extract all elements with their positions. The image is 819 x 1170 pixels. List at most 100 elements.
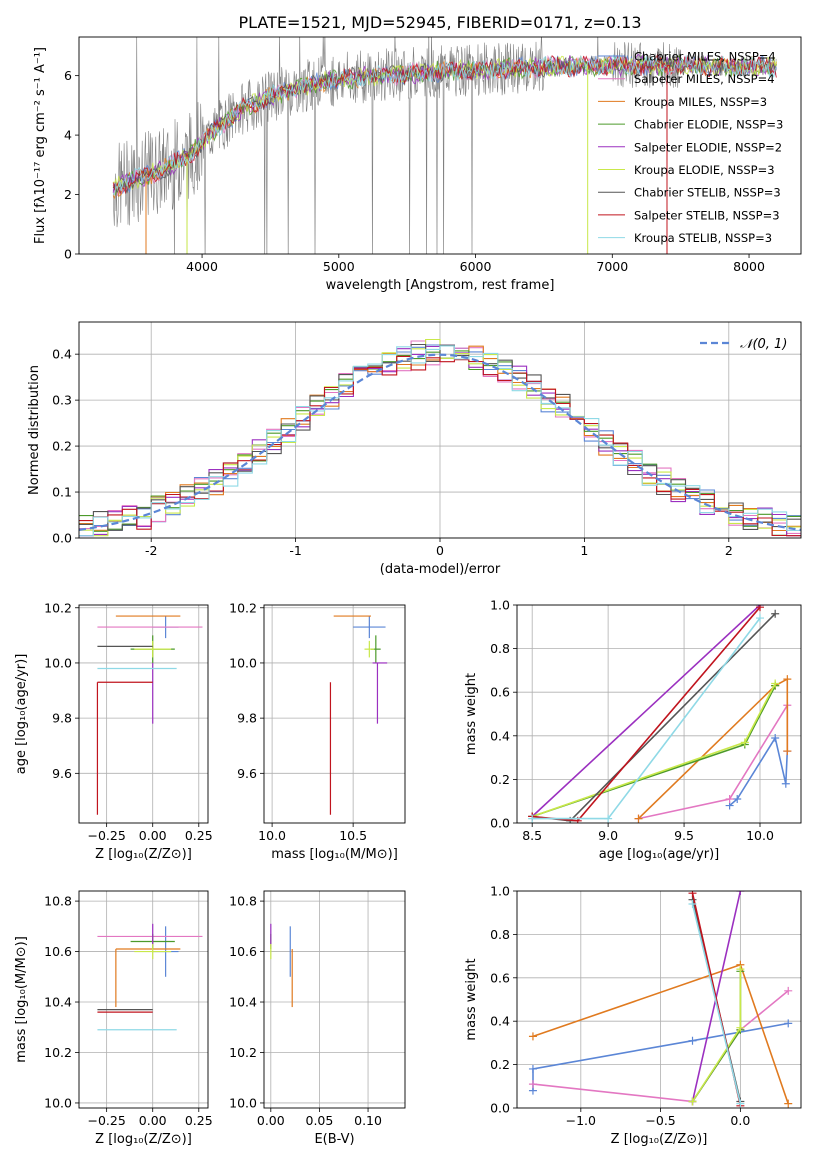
- x-tick-label: 0.0: [730, 1113, 750, 1128]
- y-tick-label: 10.6: [229, 944, 257, 959]
- weight-marker: [528, 814, 537, 823]
- x-axis-label: Z [log₁₀(Z/Z⊙)]: [611, 1132, 708, 1147]
- weight-marker: [755, 614, 764, 623]
- x-tick-label: 10.0: [746, 828, 774, 843]
- y-tick-label: 0.6: [490, 685, 510, 700]
- legend-label: Salpeter ELODIE, NSSP=2: [634, 140, 782, 154]
- histogram-kroupa_stelib: [79, 345, 801, 537]
- x-tick-label: 0.25: [185, 828, 213, 843]
- y-tick-label: 0.4: [490, 1014, 510, 1029]
- y-tick-label: 10.2: [44, 1045, 72, 1060]
- legend-label: Kroupa MILES, NSSP=3: [634, 95, 767, 109]
- x-tick-label: 7000: [596, 259, 628, 274]
- y-tick-label: 1.0: [490, 598, 510, 613]
- errorbar-salpeter_stelib: [96, 681, 153, 815]
- x-tick-label: 0.25: [185, 1113, 213, 1128]
- weight-line-chabrier_stelib: [532, 613, 776, 822]
- errorbar-kroupa_miles: [115, 948, 181, 1008]
- plot-area: [264, 891, 405, 1108]
- y-tick-label: 0.8: [490, 927, 510, 942]
- y-tick-label: 0.8: [490, 641, 510, 656]
- x-tick-label: 8000: [733, 259, 765, 274]
- weight-marker: [755, 605, 764, 612]
- legend-label: Kroupa STELIB, NSSP=3: [634, 231, 772, 245]
- plot-area: [112, 37, 777, 254]
- weight-line-kroupa_elodie: [691, 969, 742, 1102]
- x-tick-label: 10.0: [258, 828, 286, 843]
- x-axis-label: wavelength [Angstrom, rest frame]: [326, 278, 555, 293]
- x-tick-label: 0: [436, 543, 444, 558]
- x-axis-label: Z [log₁₀(Z/Z⊙)]: [95, 1132, 192, 1147]
- plot-area: [79, 322, 801, 538]
- y-tick-label: 0: [64, 247, 72, 262]
- panel-weight_vs_age: 8.5 9.0 9.5 10.0 0.0 0.2 0.4 0.6 0.8 1.0 age [log₁…: [464, 598, 802, 862]
- y-axis-label: mass weight: [464, 958, 479, 1040]
- weight-marker: [736, 965, 745, 974]
- x-tick-label: 0.05: [306, 1113, 334, 1128]
- x-tick-label: 1: [580, 543, 588, 558]
- errorbar-salpeter_elodie: [372, 662, 388, 724]
- weight-marker: [688, 900, 697, 909]
- x-axis-label: mass [log₁₀(M/M⊙)]: [271, 847, 398, 862]
- y-tick-label: 0.4: [490, 728, 510, 743]
- x-axis-label: Z [log₁₀(Z/Z⊙)]: [95, 847, 192, 862]
- y-tick-label: 0.2: [52, 439, 72, 454]
- x-tick-label: 9.5: [674, 828, 694, 843]
- histogram-salpeter_stelib: [79, 355, 801, 537]
- y-tick-label: 0.1: [52, 485, 72, 500]
- plot-area: [79, 605, 208, 823]
- y-tick-label: 2: [64, 187, 72, 202]
- legend-label: Chabrier STELIB, NSSP=3: [634, 186, 781, 200]
- weight-marker: [784, 1019, 793, 1028]
- x-tick-label: 4000: [186, 259, 218, 274]
- weight-line-kroupa_stelib: [691, 903, 742, 1104]
- legend-label: Salpeter MILES, NSSP=4: [634, 72, 775, 86]
- weight-marker: [736, 891, 745, 895]
- weight-line-kroupa_miles: [637, 677, 789, 820]
- legend-label: 𝒩(0, 1): [740, 337, 787, 352]
- weight-marker: [783, 747, 792, 756]
- y-tick-label: 10.4: [44, 995, 72, 1010]
- histogram-chabrier_stelib: [79, 343, 801, 531]
- y-axis-label: Flux [fλ10⁻¹⁷ erg cm⁻² s⁻¹ A⁻¹]: [33, 47, 48, 244]
- panel-mass_vs_ebv: 0.00 0.05 0.10 10.0 10.2 10.4 10.6 10.8 E(B-V): [229, 890, 406, 1147]
- y-axis-label: mass weight: [464, 673, 479, 755]
- errorbar-kroupa_elodie: [364, 640, 375, 658]
- y-tick-label: 0.6: [490, 970, 510, 985]
- x-tick-label: 2: [725, 543, 733, 558]
- y-tick-label: 10.2: [44, 600, 72, 615]
- panel-weight_vs_metallicity: −1.0 −0.5 0.0 0.0 0.2 0.4 0.6 0.8 1.0 Z [log₁₀(Z/…: [464, 884, 802, 1147]
- y-tick-label: 10.6: [44, 944, 72, 959]
- weight-marker: [725, 795, 734, 804]
- plot-area: [79, 891, 208, 1108]
- y-tick-label: 4: [64, 128, 72, 143]
- legend-label: Chabrier MILES, NSSP=4: [634, 50, 776, 64]
- errorbar-chabrier_miles: [353, 616, 386, 639]
- y-tick-label: 10.2: [229, 600, 257, 615]
- x-tick-label: 8.5: [522, 828, 542, 843]
- x-axis-label: (data-model)/error: [380, 562, 501, 577]
- weight-marker: [528, 1064, 537, 1073]
- weight-line-salpeter_stelib: [532, 606, 761, 822]
- x-tick-label: 5000: [323, 259, 355, 274]
- y-tick-label: 0.4: [52, 347, 72, 362]
- y-tick-label: 0.2: [490, 1057, 510, 1072]
- panel-age_vs_metallicity: −0.25 0.00 0.25 9.6 9.8 10.0 10.2 Z [log₁₀(Z/Z⊙…: [14, 600, 213, 862]
- x-tick-label: 0.00: [257, 1113, 285, 1128]
- x-tick-label: -2: [145, 543, 157, 558]
- y-tick-label: 10.0: [44, 655, 72, 670]
- x-tick-label: 10.5: [339, 828, 367, 843]
- weight-marker: [688, 1036, 697, 1045]
- weight-marker: [736, 1099, 745, 1108]
- y-tick-label: 10.4: [229, 995, 257, 1010]
- weight-marker: [740, 738, 749, 747]
- y-tick-label: 10.8: [229, 894, 257, 909]
- axes-frame: [263, 604, 406, 824]
- y-tick-label: 10.0: [229, 655, 257, 670]
- weight-marker: [634, 814, 643, 823]
- weight-marker: [688, 1097, 697, 1106]
- weight-marker: [771, 609, 780, 618]
- axes-frame: [78, 890, 209, 1109]
- errorbar-kroupa_elodie: [134, 943, 172, 960]
- legend-label: Salpeter STELIB, NSSP=3: [634, 208, 780, 222]
